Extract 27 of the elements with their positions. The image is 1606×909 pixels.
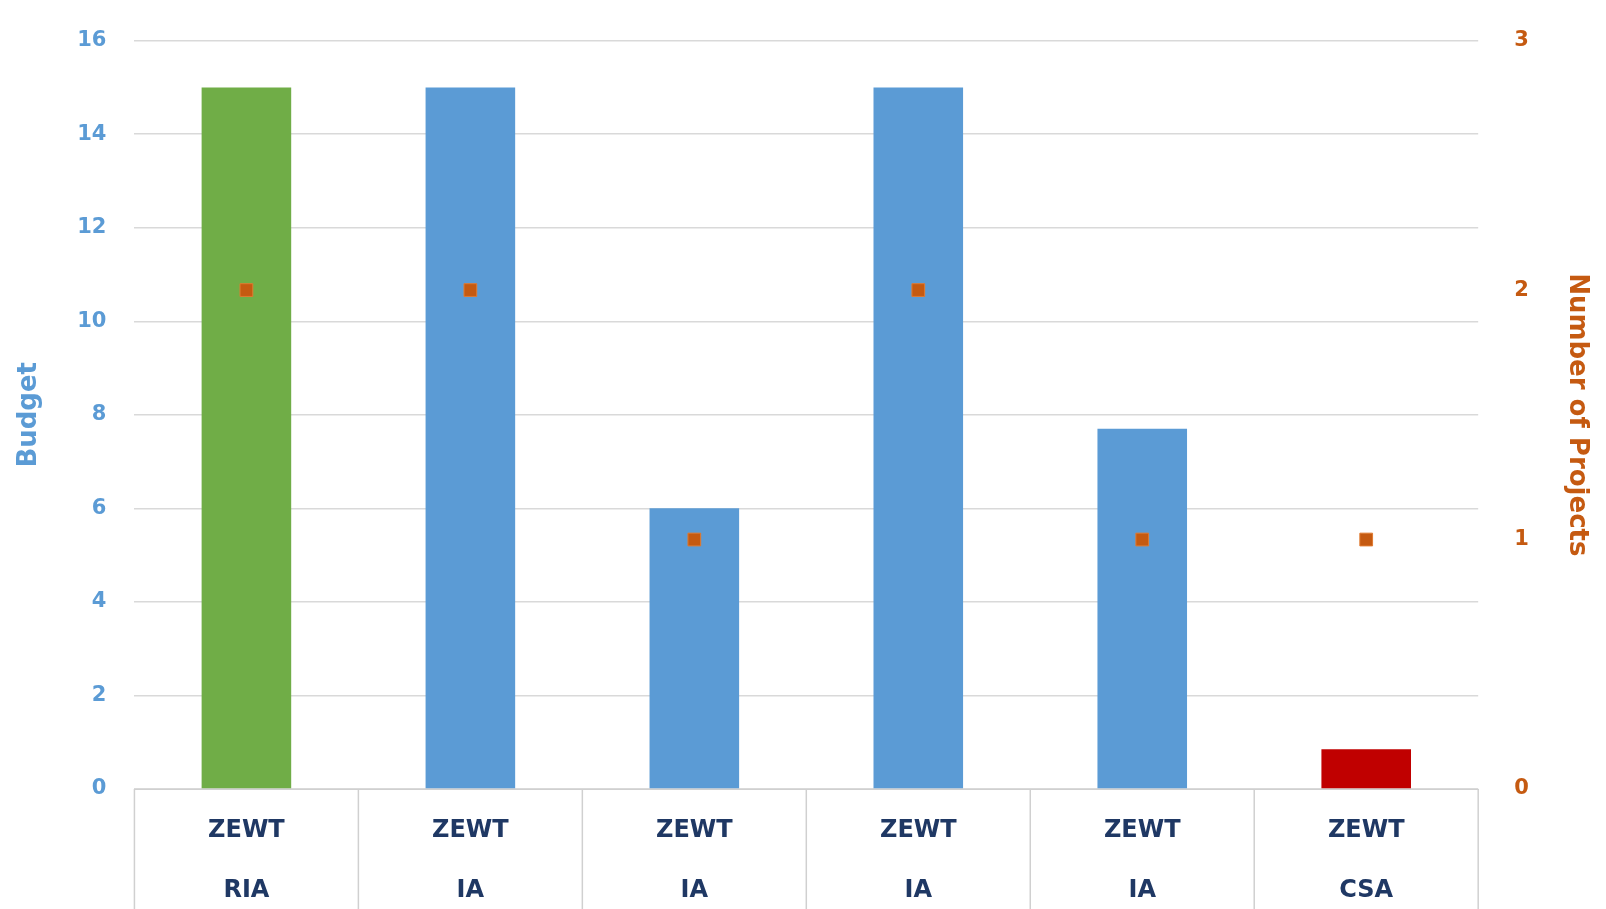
category-label: ZEWT IA (432, 815, 509, 904)
y2-tick-label: 3 (1514, 27, 1529, 52)
category-label: ZEWT CSA (1327, 815, 1405, 904)
y-tick-label: 2 (91, 681, 107, 706)
bar (201, 87, 292, 789)
y2-axis-title: Number of Projects (1563, 273, 1594, 557)
y2-tick-label: 0 (1514, 775, 1529, 800)
y2-tick-label: 1 (1514, 525, 1529, 550)
bar (873, 87, 964, 789)
y-tick-label: 8 (91, 401, 107, 426)
category-label: ZEWT IA (656, 815, 733, 904)
y-tick-label: 10 (77, 307, 107, 332)
category-label: ZEWT IA (1103, 815, 1181, 904)
y-tick-label: 12 (77, 214, 107, 239)
bar (1321, 749, 1411, 789)
bar (425, 87, 516, 789)
y-axis-title: Budget (12, 361, 43, 468)
y-tick-label: 16 (77, 27, 107, 52)
y-tick-label: 0 (91, 775, 107, 800)
y-tick-label: 14 (77, 120, 107, 145)
y2-tick-label: 2 (1514, 276, 1529, 301)
bar (649, 508, 740, 789)
bar (1097, 428, 1188, 789)
category-label: ZEWT IA (879, 815, 957, 904)
y-tick-label: 6 (91, 494, 107, 519)
category-label: ZEWT RIA (208, 815, 285, 904)
y-tick-label: 4 (91, 588, 107, 613)
